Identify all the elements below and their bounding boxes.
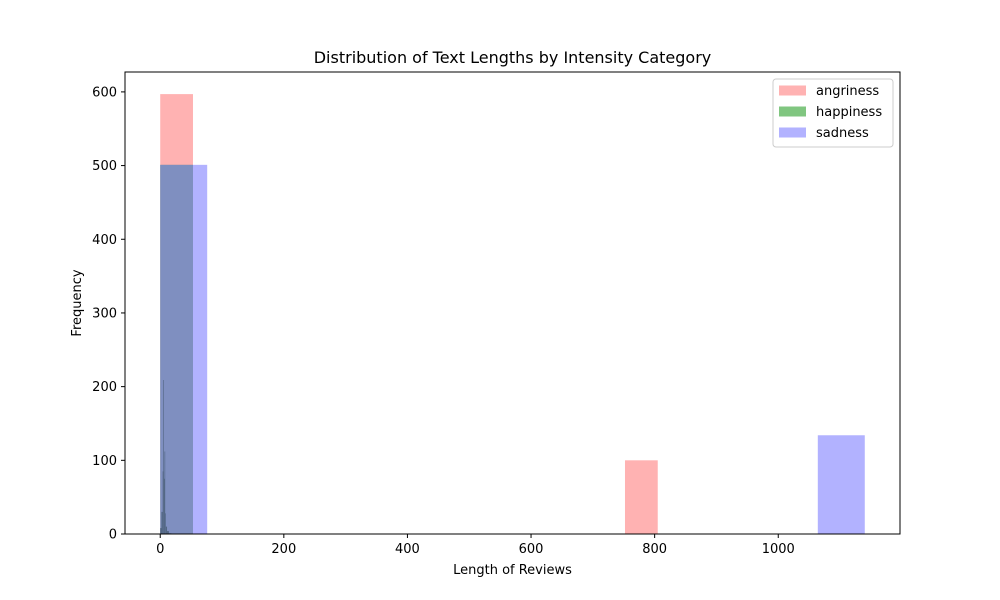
bar-overlay-7 [165,526,168,534]
legend-swatch-sadness [779,127,806,138]
y-axis-ticks: 0 100 200 300 400 500 600 [92,85,125,543]
bar-overlay-4 [163,478,165,534]
bar-sadness-0 [160,164,208,534]
x-tick-label: 800 [642,542,667,557]
x-axis-ticks: 0 200 400 600 800 1000 [156,534,795,557]
y-tick-label: 400 [92,233,117,248]
plot-frame [124,71,901,535]
bar-overlay-5 [164,451,166,534]
x-tick-label: 0 [156,542,164,557]
y-tick-label: 600 [92,85,117,100]
y-tick-label: 200 [92,380,117,395]
legend-label-sadness: sadness [816,126,869,141]
bars-layer [160,94,865,535]
bar-sadness-1 [817,435,865,534]
legend: angriness happiness sadness [772,78,894,148]
bar-overlay-6 [165,513,166,534]
bar-overlay-8 [167,531,169,534]
x-tick-label: 400 [395,542,420,557]
chart-title: Distribution of Text Lengths by Intensit… [314,48,712,67]
legend-swatch-angriness [779,85,806,96]
x-tick-label: 1000 [762,542,795,557]
bar-overlay-2 [162,471,164,534]
y-tick-label: 0 [109,528,117,543]
legend-label-happiness: happiness [816,105,882,120]
x-tick-label: 200 [271,542,296,557]
bar-overlay-0 [160,528,162,534]
bar-angriness-1 [624,460,658,534]
x-axis-label: Length of Reviews [453,563,572,578]
legend-label-angriness: angriness [816,84,879,99]
bar-overlay-3 [163,380,164,534]
bar-overlay-1 [161,511,163,534]
y-tick-label: 100 [92,454,117,469]
y-tick-label: 300 [92,306,117,321]
y-tick-label: 500 [92,159,117,174]
x-tick-label: 600 [519,542,544,557]
legend-swatch-happiness [779,106,806,117]
y-axis-label: Frequency [70,269,85,336]
